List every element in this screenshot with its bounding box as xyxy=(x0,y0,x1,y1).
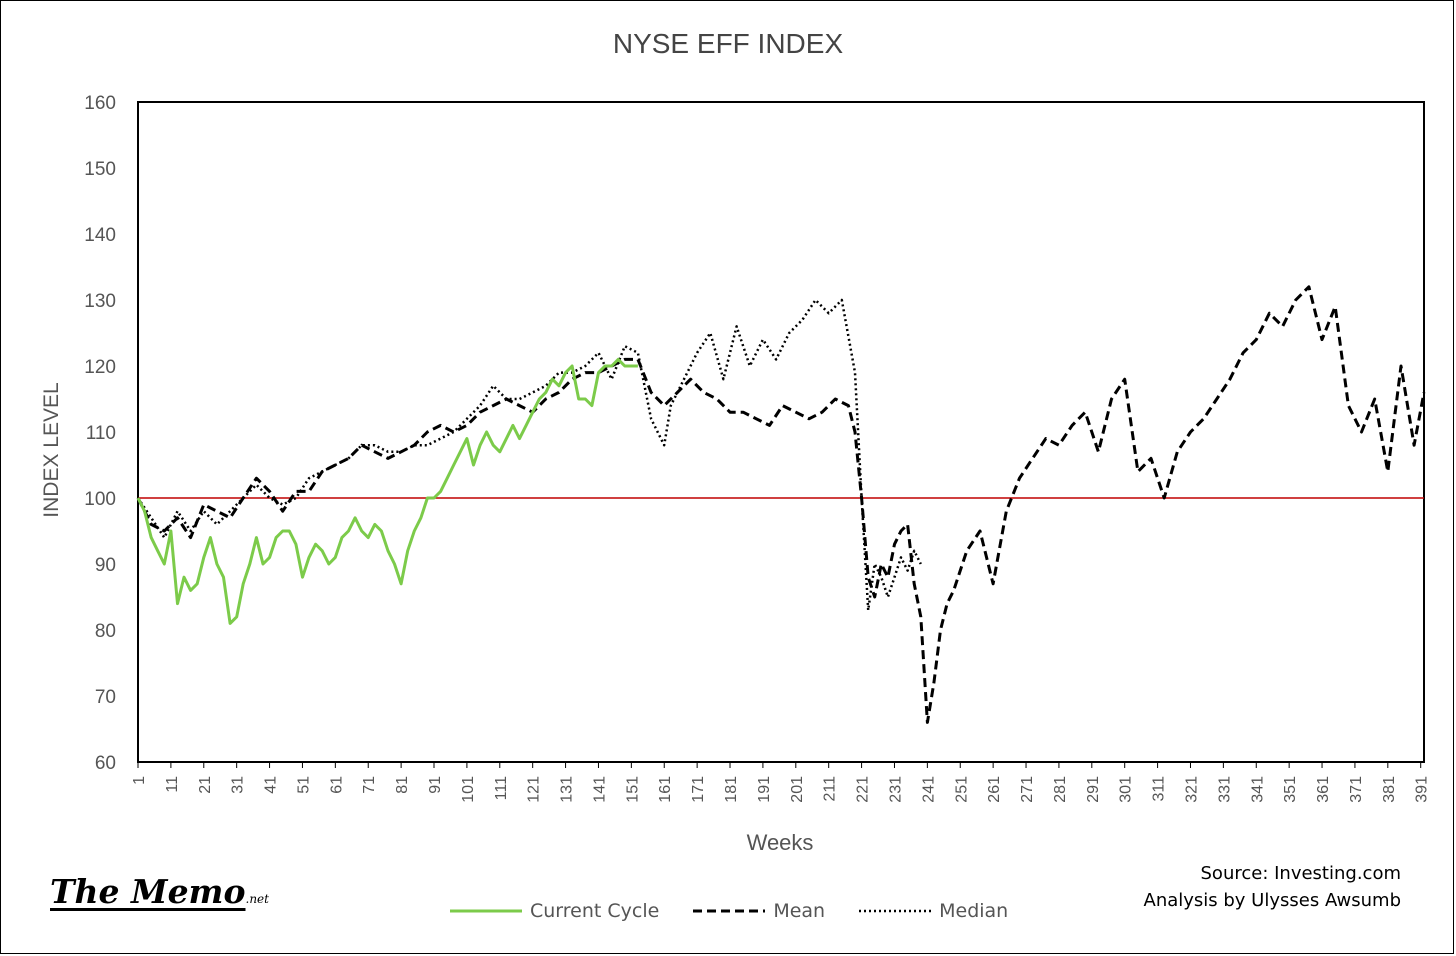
y-tick-label: 100 xyxy=(84,489,116,510)
x-tick-label: 351 xyxy=(1282,776,1299,803)
x-tick-label: 231 xyxy=(887,776,904,803)
x-tick-label: 31 xyxy=(230,776,247,794)
x-axis: 1 11 21 31 41 51 61 71 81 91 101 111 121 131 141 151 161… xyxy=(131,762,1431,803)
legend-swatch-median xyxy=(859,909,932,913)
x-tick-label: 131 xyxy=(559,776,576,803)
y-tick-label: 90 xyxy=(95,555,116,576)
logo-suffix: .net xyxy=(245,892,269,906)
legend-label-mean: Mean xyxy=(773,900,826,922)
x-tick-label: 381 xyxy=(1381,776,1398,803)
chart-title: NYSE EFF INDEX xyxy=(612,28,844,59)
legend: Current Cycle Mean Median xyxy=(450,900,1008,922)
x-tick-label: 341 xyxy=(1249,776,1266,803)
x-tick-label: 41 xyxy=(263,776,280,794)
x-tick-label: 301 xyxy=(1118,776,1135,803)
y-tick-label: 80 xyxy=(95,621,116,642)
x-tick-label: 191 xyxy=(756,776,773,803)
x-tick-label: 241 xyxy=(920,776,937,803)
x-tick-label: 141 xyxy=(591,776,608,803)
y-tick-label: 140 xyxy=(84,225,116,246)
y-tick-label: 130 xyxy=(84,291,116,312)
y-axis-label: INDEX LEVEL xyxy=(40,382,63,517)
x-tick-label: 71 xyxy=(361,776,378,794)
x-tick-label: 181 xyxy=(723,776,740,803)
x-tick-label: 311 xyxy=(1151,776,1168,802)
series-line-median xyxy=(136,298,922,612)
legend-item-median: Median xyxy=(859,900,1008,922)
x-tick-label: 171 xyxy=(690,776,707,803)
x-tick-label: 261 xyxy=(986,776,1003,803)
y-tick-label: 60 xyxy=(95,753,116,774)
x-tick-label: 221 xyxy=(855,776,872,803)
x-tick-label: 61 xyxy=(328,776,345,794)
y-axis: 60 70 80 90 100 110 120 130 140 150 160 xyxy=(84,93,116,774)
series-lines xyxy=(136,285,1426,724)
x-tick-label: 111 xyxy=(493,776,510,800)
series-line-current-cycle xyxy=(136,357,638,625)
x-tick-label: 101 xyxy=(460,776,477,803)
y-tick-label: 110 xyxy=(86,423,116,444)
x-tick-label: 371 xyxy=(1348,776,1365,803)
x-tick-label: 201 xyxy=(789,776,806,803)
x-tick-label: 391 xyxy=(1414,776,1431,803)
x-tick-label: 271 xyxy=(1019,776,1036,803)
plot-area xyxy=(137,101,1425,763)
legend-item-current-cycle: Current Cycle xyxy=(450,900,659,922)
logo-main: The Memo xyxy=(50,872,246,911)
x-tick-label: 81 xyxy=(394,776,411,794)
x-tick-label: 121 xyxy=(526,776,543,803)
x-tick-label: 21 xyxy=(197,776,214,794)
x-tick-label: 331 xyxy=(1216,776,1233,803)
analysis-line: Analysis by Ulysses Awsumb xyxy=(1143,890,1402,911)
y-tick-label: 70 xyxy=(95,687,116,708)
source-line: Source: Investing.com xyxy=(1200,863,1402,884)
x-axis-label: Weeks xyxy=(747,830,814,855)
series-line-mean xyxy=(136,285,1426,724)
y-tick-label: 120 xyxy=(84,357,116,378)
x-tick-label: 151 xyxy=(624,776,641,803)
legend-swatch-mean xyxy=(693,909,766,913)
x-tick-label: 91 xyxy=(427,776,444,794)
x-tick-label: 251 xyxy=(953,776,970,803)
x-tick-label: 51 xyxy=(295,776,312,794)
x-tick-label: 361 xyxy=(1315,776,1332,803)
legend-label-median: Median xyxy=(939,900,1009,922)
x-tick-label: 281 xyxy=(1052,776,1069,803)
source-note: Source: Investing.com Analysis by Ulysse… xyxy=(1144,860,1402,914)
x-tick-label: 291 xyxy=(1085,776,1102,803)
x-tick-label: 161 xyxy=(657,776,674,803)
the-memo-logo: The Memo.net xyxy=(50,872,269,911)
x-tick-label: 211 xyxy=(822,776,839,802)
y-tick-label: 160 xyxy=(84,93,116,114)
y-tick-label: 150 xyxy=(84,159,116,180)
x-tick-label: 11 xyxy=(164,776,181,793)
legend-item-mean: Mean xyxy=(693,900,825,922)
x-tick-label: 1 xyxy=(131,776,148,785)
legend-label-current-cycle: Current Cycle xyxy=(530,900,660,922)
legend-swatch-current-cycle xyxy=(450,909,522,913)
x-tick-label: 321 xyxy=(1183,776,1200,803)
